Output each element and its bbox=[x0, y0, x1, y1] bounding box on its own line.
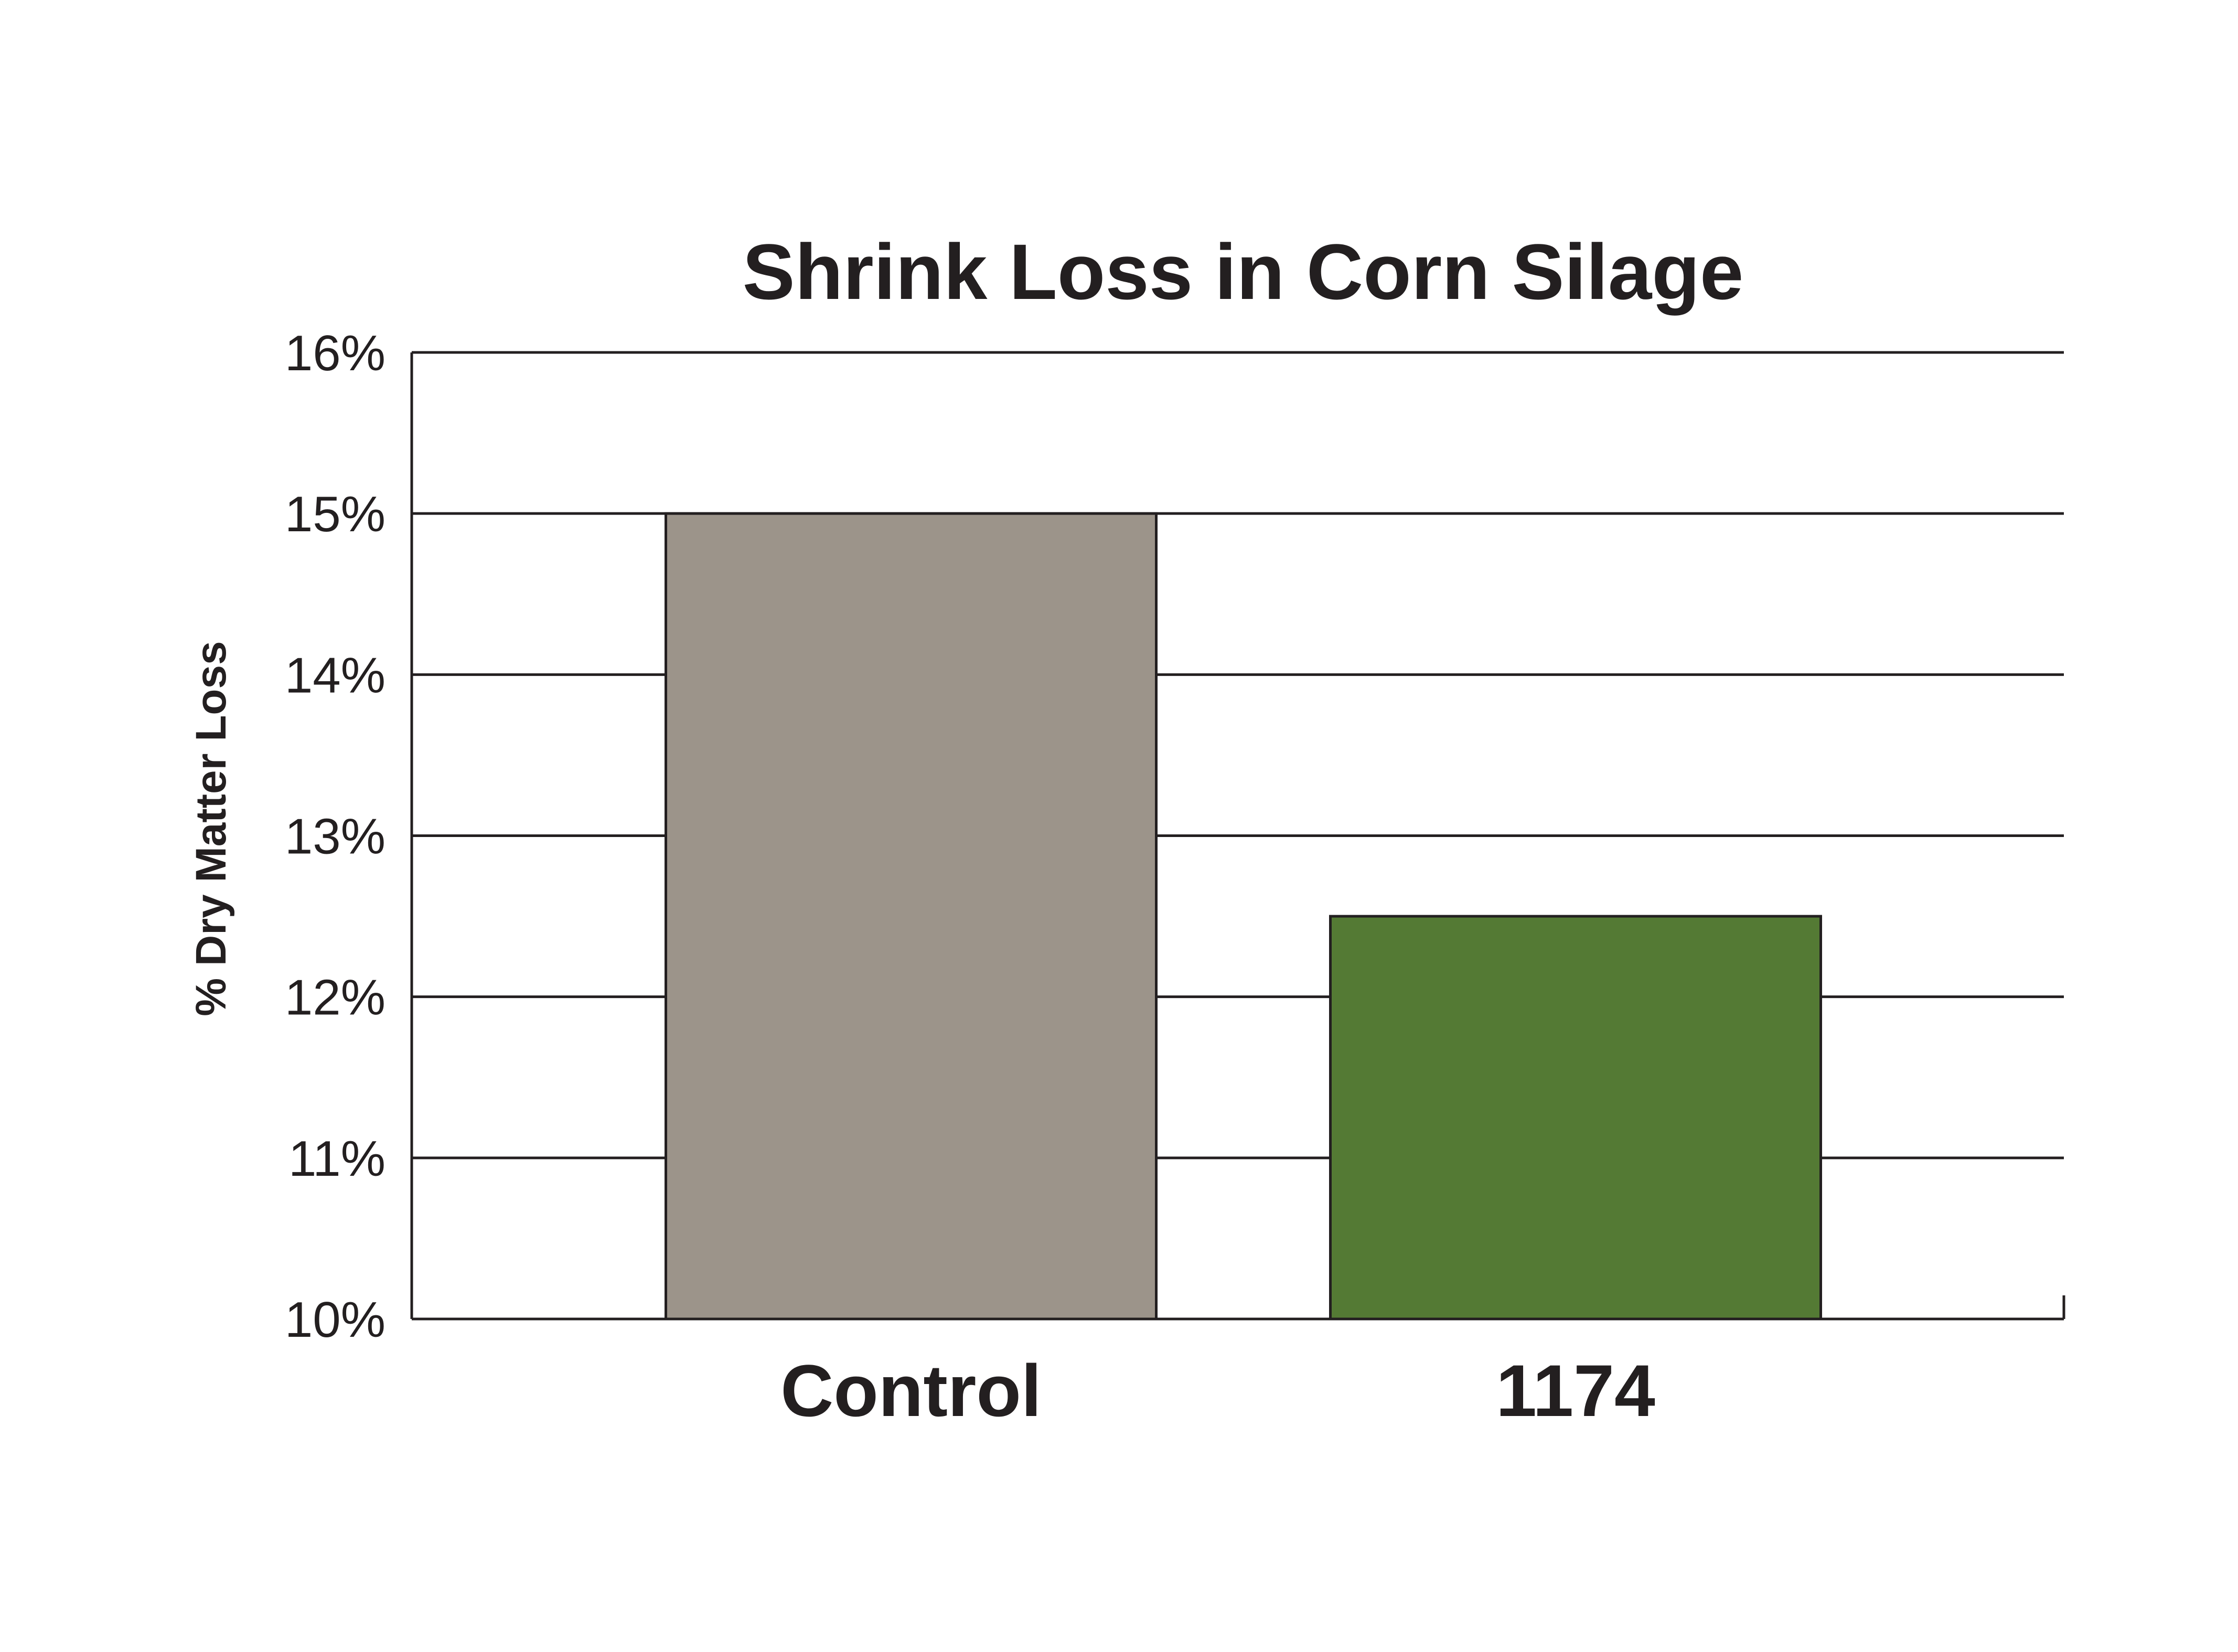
bar bbox=[1329, 915, 1822, 1321]
x-category-label: 1174 bbox=[1496, 1349, 1655, 1432]
chart-title: Shrink Loss in Corn Silage bbox=[743, 228, 1744, 316]
y-tick-label: 16% bbox=[285, 325, 386, 381]
bars bbox=[665, 512, 1822, 1321]
axes bbox=[410, 352, 2065, 1321]
x-category-labels: Control 1174 bbox=[780, 1349, 1655, 1432]
x-category-label: Control bbox=[780, 1349, 1042, 1432]
y-tick-label: 10% bbox=[285, 1292, 386, 1348]
y-tick-label: 11% bbox=[288, 1131, 386, 1187]
y-tick-label: 15% bbox=[285, 486, 386, 542]
y-tick-labels: 10% 11% 12% 13% 14% 15% 16% bbox=[285, 325, 386, 1348]
y-tick-label: 14% bbox=[285, 647, 386, 703]
y-tick-label: 12% bbox=[285, 970, 386, 1026]
y-axis-label: % Dry Matter Loss bbox=[187, 641, 235, 1016]
bar bbox=[665, 512, 1158, 1321]
y-tick-label: 13% bbox=[285, 809, 386, 865]
